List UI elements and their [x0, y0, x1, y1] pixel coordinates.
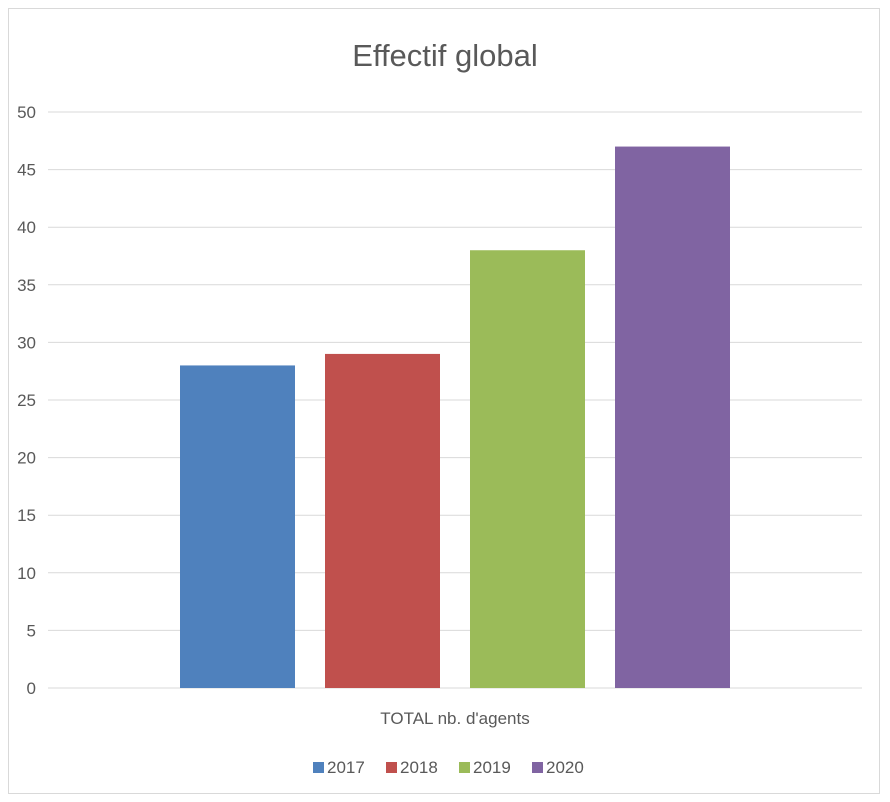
y-axis-ticks: 0 5 10 15 20 25 30 35 40 45 50: [17, 103, 36, 698]
legend-swatch: [532, 762, 543, 773]
bar-2018: [325, 353, 440, 688]
x-category-label: TOTAL nb. d'agents: [380, 709, 529, 728]
y-tick-label: 40: [17, 218, 36, 237]
legend-label: 2018: [400, 758, 438, 777]
legend-swatch: [386, 762, 397, 773]
chart-frame: [8, 8, 880, 794]
y-tick-label: 10: [17, 564, 36, 583]
bar-2019: [470, 250, 585, 689]
legend-label: 2020: [546, 758, 584, 777]
chart-title: Effectif global: [352, 38, 538, 73]
y-tick-label: 15: [17, 506, 36, 525]
x-axis-categories: TOTAL nb. d'agents: [380, 709, 529, 728]
y-tick-label: 20: [17, 449, 36, 468]
legend: 2017 2018 2019 2020: [313, 758, 584, 777]
legend-label: 2019: [473, 758, 511, 777]
bar-2017: [180, 365, 295, 688]
y-tick-label: 5: [27, 621, 36, 640]
legend-swatch: [313, 762, 324, 773]
bar-2020: [615, 146, 730, 688]
y-tick-label: 35: [17, 276, 36, 295]
gridlines: [48, 111, 862, 689]
bars: [180, 146, 730, 689]
y-tick-label: 25: [17, 391, 36, 410]
y-tick-label: 0: [27, 679, 36, 698]
legend-label: 2017: [327, 758, 365, 777]
y-tick-label: 30: [17, 333, 36, 352]
legend-swatch: [459, 762, 470, 773]
y-tick-label: 45: [17, 161, 36, 180]
y-tick-label: 50: [17, 103, 36, 122]
